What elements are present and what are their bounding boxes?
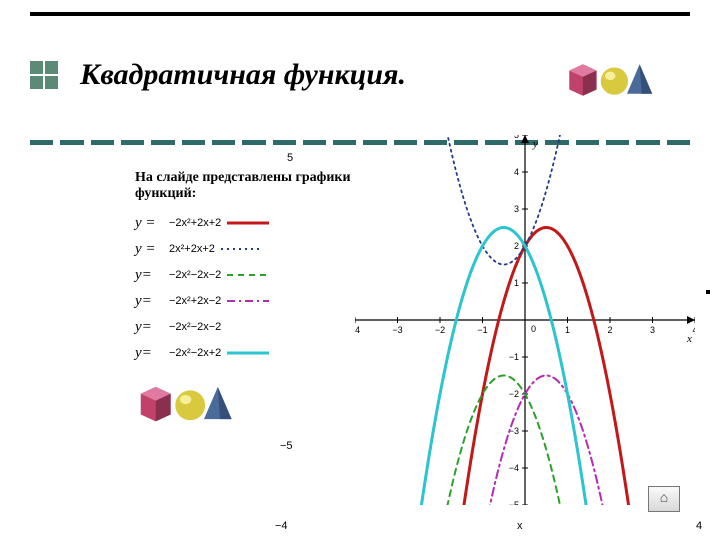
stray-br: 4 [696, 520, 702, 532]
stray-bl: −4 [275, 520, 288, 532]
top-rule [30, 12, 690, 16]
shapes-3d-icon-small [135, 380, 245, 430]
svg-text:−4: −4 [509, 463, 519, 473]
svg-text:0: 0 [531, 324, 536, 334]
legend-row: y= −2x²+2x−2 [135, 288, 269, 314]
legend-y: y = [135, 241, 169, 258]
legend-expr: −2x²−2x−2 [169, 321, 221, 333]
legend-swatch [227, 216, 269, 230]
parabola-chart: −4−3−2−101234−5−4−3−2−112345xy [355, 135, 695, 505]
stray-bc: x [517, 520, 523, 532]
svg-text:3: 3 [514, 204, 519, 214]
home-icon: ⌂ [660, 491, 668, 507]
legend-swatch [227, 268, 269, 282]
stray-left: −5 [280, 440, 293, 452]
legend-y: y= [135, 293, 169, 310]
svg-text:4: 4 [514, 167, 519, 177]
legend-row: y = −2x²+2x+2 [135, 210, 269, 236]
svg-text:−1: −1 [509, 352, 519, 362]
svg-text:4: 4 [692, 325, 695, 335]
svg-text:−2: −2 [435, 325, 445, 335]
svg-text:1: 1 [565, 325, 570, 335]
legend-swatch [227, 320, 269, 334]
legend-row: y = 2x²+2x+2 [135, 236, 269, 262]
svg-text:3: 3 [650, 325, 655, 335]
legend-swatch [227, 346, 269, 360]
svg-text:−2: −2 [509, 389, 519, 399]
svg-text:−1: −1 [477, 325, 487, 335]
legend: y = −2x²+2x+2 y = 2x²+2x+2 y= −2x²−2x−2 … [135, 210, 269, 366]
shapes-3d-icon [564, 58, 660, 102]
bullet-icon [30, 61, 58, 89]
home-button[interactable]: ⌂ [648, 486, 680, 512]
legend-row: y= −2x²−2x−2 [135, 262, 269, 288]
svg-text:1: 1 [514, 278, 519, 288]
stray-top: 5 [287, 152, 293, 164]
legend-y: y = [135, 215, 169, 232]
svg-text:−3: −3 [392, 325, 402, 335]
legend-swatch [221, 242, 263, 256]
svg-text:−4: −4 [355, 325, 360, 335]
svg-text:2: 2 [514, 241, 519, 251]
intro-text: На слайде представлены графики функций: [135, 170, 355, 202]
legend-y: y= [135, 267, 169, 284]
legend-expr: 2x²+2x+2 [169, 243, 215, 255]
svg-text:x: x [686, 333, 692, 345]
legend-swatch [227, 294, 269, 308]
svg-text:−5: −5 [509, 500, 519, 505]
legend-row: y= −2x²−2x+2 [135, 340, 269, 366]
legend-y: y= [135, 319, 169, 336]
svg-text:5: 5 [514, 135, 519, 140]
legend-expr: −2x²−2x−2 [169, 269, 221, 281]
legend-expr: −2x²+2x−2 [169, 295, 221, 307]
svg-text:2: 2 [607, 325, 612, 335]
stray-dot [706, 290, 710, 294]
legend-y: y= [135, 345, 169, 362]
legend-row: y= −2x²−2x−2 [135, 314, 269, 340]
legend-expr: −2x²+2x+2 [169, 217, 221, 229]
slide-title: Квадратичная функция. [80, 58, 406, 92]
svg-text:y: y [532, 138, 538, 150]
legend-expr: −2x²−2x+2 [169, 347, 221, 359]
